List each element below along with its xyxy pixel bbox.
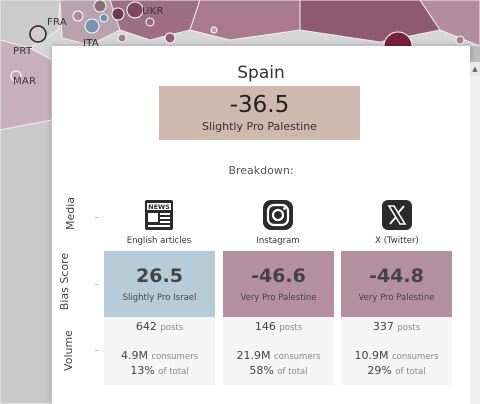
axis-tick [95, 217, 99, 218]
media-instagram: Instagram [222, 196, 334, 252]
media-x-twitter: X (Twitter) [341, 196, 453, 252]
posts-unit: posts [160, 323, 184, 333]
bias-score-label: Very Pro Palestine [240, 293, 317, 303]
posts-count: 337 [372, 320, 394, 333]
posts-unit: posts [279, 323, 303, 333]
share-percent: 58% [249, 364, 274, 377]
row-label-volume: Volume [61, 330, 75, 371]
media-english-articles: NEWS English articles [103, 196, 215, 252]
share-unit: of total [277, 367, 308, 377]
volume-cell: 146 posts 21.9M consumers 58% of total [223, 317, 334, 385]
consumers-unit: consumers [151, 352, 198, 362]
map-label-ita: ITA [83, 38, 100, 49]
overall-score-box: -36.5 Slightly Pro Palestine [159, 86, 360, 140]
bias-score-label: Slightly Pro Israel [122, 293, 197, 303]
consumers-count: 4.9M [121, 349, 148, 362]
share-unit: of total [395, 367, 426, 377]
country-tooltip: Spain -36.5 Slightly Pro Palestine Break… [52, 46, 470, 404]
map-label-prt: PRT [13, 46, 33, 57]
instagram-icon [263, 200, 293, 230]
consumers-unit: consumers [391, 352, 439, 362]
country-name: Spain [237, 63, 285, 83]
bias-score-cell: 26.5 Slightly Pro Israel [104, 251, 215, 317]
row-label-bias-score: Bias Score [58, 252, 72, 311]
svg-text:NEWS: NEWS [148, 203, 170, 211]
x-twitter-icon [382, 200, 412, 230]
axis-tick [95, 284, 99, 285]
posts-count: 146 [254, 320, 276, 333]
share-unit: of total [158, 367, 189, 377]
bias-score-value: 26.5 [136, 265, 183, 287]
media-label: Instagram [256, 236, 300, 246]
scroll-up-arrow-icon[interactable]: ▲ [470, 62, 480, 76]
posts-count: 642 [135, 320, 157, 333]
map-label-ukr: UKR [142, 6, 164, 17]
tooltip-scrollbar[interactable] [470, 62, 480, 404]
volume-cell: 337 posts 10.9M consumers 29% of total [341, 317, 452, 385]
map-label-fra: FRA [47, 17, 68, 28]
media-label: English articles [126, 236, 192, 246]
row-label-media: Media [64, 196, 78, 231]
map-label-mar: MAR [13, 76, 37, 87]
share-percent: 13% [130, 364, 155, 377]
bias-score-cell: -46.6 Very Pro Palestine [223, 251, 334, 317]
consumers-count: 21.9M [236, 349, 271, 362]
overall-score-label: Slightly Pro Palestine [202, 120, 317, 133]
posts-unit: posts [397, 323, 421, 333]
axis-tick [95, 350, 99, 351]
share-percent: 29% [367, 364, 392, 377]
overall-score-value: -36.5 [229, 92, 290, 118]
news-icon: NEWS [145, 200, 173, 230]
consumers-count: 10.9M [354, 349, 389, 362]
volume-cell: 642 posts 4.9M consumers 13% of total [104, 317, 215, 385]
bias-score-value: -44.8 [369, 265, 424, 287]
bias-score-value: -46.6 [251, 265, 306, 287]
consumers-unit: consumers [273, 352, 321, 362]
breakdown-heading: Breakdown: [228, 164, 294, 177]
bias-score-label: Very Pro Palestine [358, 293, 435, 303]
media-label: X (Twitter) [375, 236, 419, 246]
bias-score-cell: -44.8 Very Pro Palestine [341, 251, 452, 317]
